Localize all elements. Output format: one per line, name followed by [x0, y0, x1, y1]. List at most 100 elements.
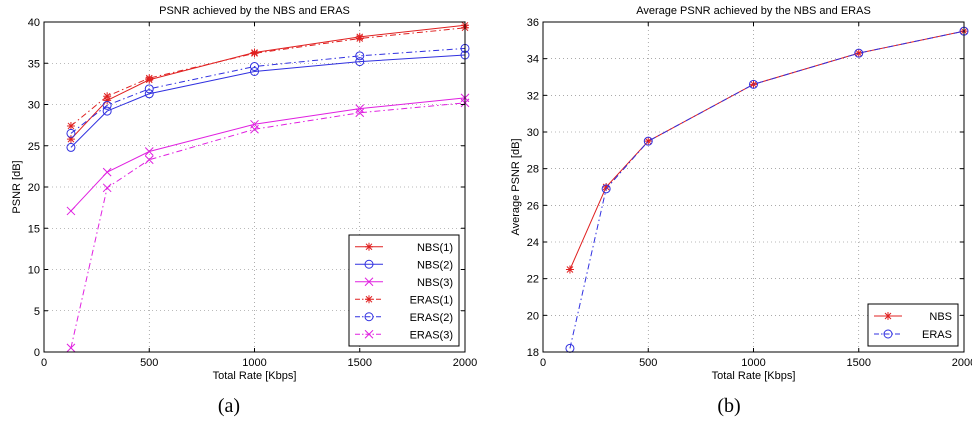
data-point-NBS(1) [103, 96, 112, 105]
data-point-ERAS(3) [250, 124, 259, 134]
y-tick-label: 30 [527, 127, 539, 139]
data-point-NBS(3) [102, 167, 112, 177]
x-tick-label: 1000 [741, 357, 765, 369]
x-tick-label: 1000 [242, 357, 266, 369]
data-point-ERAS(2) [102, 100, 112, 110]
data-point-ERAS [643, 136, 653, 146]
data-point-NBS(2) [66, 142, 76, 152]
legend-label-ERAS(1): ERAS(1) [410, 294, 453, 306]
legend-label-NBS: NBS [929, 311, 952, 323]
y-tick-label: 18 [527, 347, 539, 359]
data-point-ERAS(2) [144, 84, 154, 94]
plot-area [543, 22, 964, 352]
data-point-ERAS [749, 79, 758, 89]
data-point-ERAS(2) [66, 128, 76, 138]
x-tick-label: 1500 [348, 357, 372, 369]
series-line-NBS(1) [70, 24, 466, 140]
y-tick-label: 32 [527, 90, 539, 102]
y-tick-label: 26 [527, 200, 539, 212]
series-line-ERAS(1) [70, 27, 466, 127]
legend-marker-ERAS(2) [364, 312, 374, 322]
data-point-ERAS(2) [355, 51, 365, 61]
series-line-NBS(3) [70, 97, 466, 212]
series-ERAS(3) [66, 98, 470, 353]
legend-marker-ERAS(3) [364, 329, 374, 339]
legend-label-ERAS: ERAS [922, 329, 952, 341]
x-tick-label: 0 [41, 357, 47, 369]
x-axis-label: Total Rate [Kbps] [213, 370, 297, 382]
x-tick-label: 1500 [847, 357, 871, 369]
data-point-ERAS(1) [355, 34, 364, 43]
x-tick-label: 500 [639, 357, 657, 369]
caption-a: (a) [218, 395, 240, 417]
legend-marker-ERAS(1) [365, 295, 373, 304]
data-point-ERAS(3) [102, 183, 112, 193]
y-tick-label: 0 [34, 347, 40, 359]
data-point-ERAS [601, 184, 611, 194]
series-line-ERAS(2) [70, 47, 466, 134]
data-point-NBS [602, 183, 611, 191]
data-point-ERAS [854, 48, 864, 58]
legend-marker-NBS(3) [364, 277, 374, 287]
chart-a: 0 500 1000 1500 2000 0 5 10 15 20 25 30 35 40 PSNR ach… [11, 5, 477, 382]
caption-b: (b) [717, 395, 740, 417]
legend-box [867, 303, 959, 347]
legend-marker-NBS(2) [364, 259, 374, 269]
y-tick-label: 22 [527, 274, 539, 286]
y-tick-label: 28 [527, 164, 539, 176]
data-point-ERAS(1) [66, 121, 75, 130]
chart-title: PSNR achieved by the NBS and ERAS [159, 5, 350, 17]
y-tick-label: 24 [527, 237, 539, 249]
data-point-NBS(3) [144, 147, 154, 156]
y-tick-label: 15 [28, 223, 40, 235]
legend-label-ERAS(2): ERAS(2) [410, 312, 453, 324]
data-point-NBS(1) [66, 135, 75, 144]
y-tick-label: 25 [28, 141, 40, 153]
legend: NBS(1) NBS(2) NBS(3) ERAS(1) ERAS(2) ERAS(3) [348, 234, 460, 347]
y-tick-label: 10 [28, 265, 40, 277]
legend-label-NBS(2): NBS(2) [417, 259, 453, 271]
data-point-NBS(3) [66, 206, 76, 216]
x-tick-label: 2000 [952, 357, 972, 369]
legend: NBS ERAS [867, 303, 959, 347]
chart-title: Average PSNR achieved by the NBS and ERA… [636, 5, 871, 17]
y-tick-label: 20 [28, 182, 40, 194]
y-tick-label: 30 [28, 100, 40, 112]
data-point-NBS(3) [355, 104, 365, 113]
y-tick-label: 40 [28, 17, 40, 29]
data-point-NBS [854, 49, 863, 58]
x-axis-label: Total Rate [Kbps] [712, 370, 796, 382]
series-line-NBS(2) [70, 54, 466, 148]
data-point-ERAS(2) [250, 62, 259, 72]
y-tick-label: 34 [527, 54, 539, 66]
data-point-ERAS(3) [144, 155, 154, 165]
data-point-ERAS(1) [103, 92, 112, 101]
data-point-NBS(2) [102, 106, 112, 116]
legend-marker-ERAS [883, 329, 893, 339]
y-axis-label: PSNR [dB] [11, 160, 23, 213]
x-tick-label: 500 [140, 357, 158, 369]
legend-label-ERAS(3): ERAS(3) [410, 329, 453, 341]
series-ERAS [565, 26, 969, 353]
legend-label-NBS(3): NBS(3) [417, 277, 453, 289]
chart-b: 0 500 1000 1500 2000 18 20 22 24 26 28 30 32 34 36 Aver… [510, 5, 972, 382]
y-tick-label: 35 [28, 58, 40, 70]
y-axis-label: Average PSNR [dB] [510, 138, 522, 235]
legend-label-NBS(1): NBS(1) [417, 242, 453, 254]
data-point-ERAS(1) [250, 49, 259, 58]
series-line-ERAS [569, 30, 965, 349]
data-point-NBS(2) [144, 89, 154, 99]
y-tick-label: 20 [527, 310, 539, 322]
legend-marker-NBS(1) [365, 242, 373, 251]
y-tick-label: 36 [527, 17, 539, 29]
series-line-ERAS(3) [70, 102, 466, 348]
x-tick-label: 0 [540, 357, 546, 369]
data-point-NBS(2) [250, 67, 259, 76]
data-point-ERAS(3) [66, 343, 76, 353]
data-point-NBS [565, 265, 574, 274]
legend-marker-NBS [884, 312, 892, 320]
data-point-ERAS(1) [145, 74, 154, 83]
y-tick-label: 5 [34, 306, 40, 318]
series-NBS(2) [66, 50, 470, 152]
